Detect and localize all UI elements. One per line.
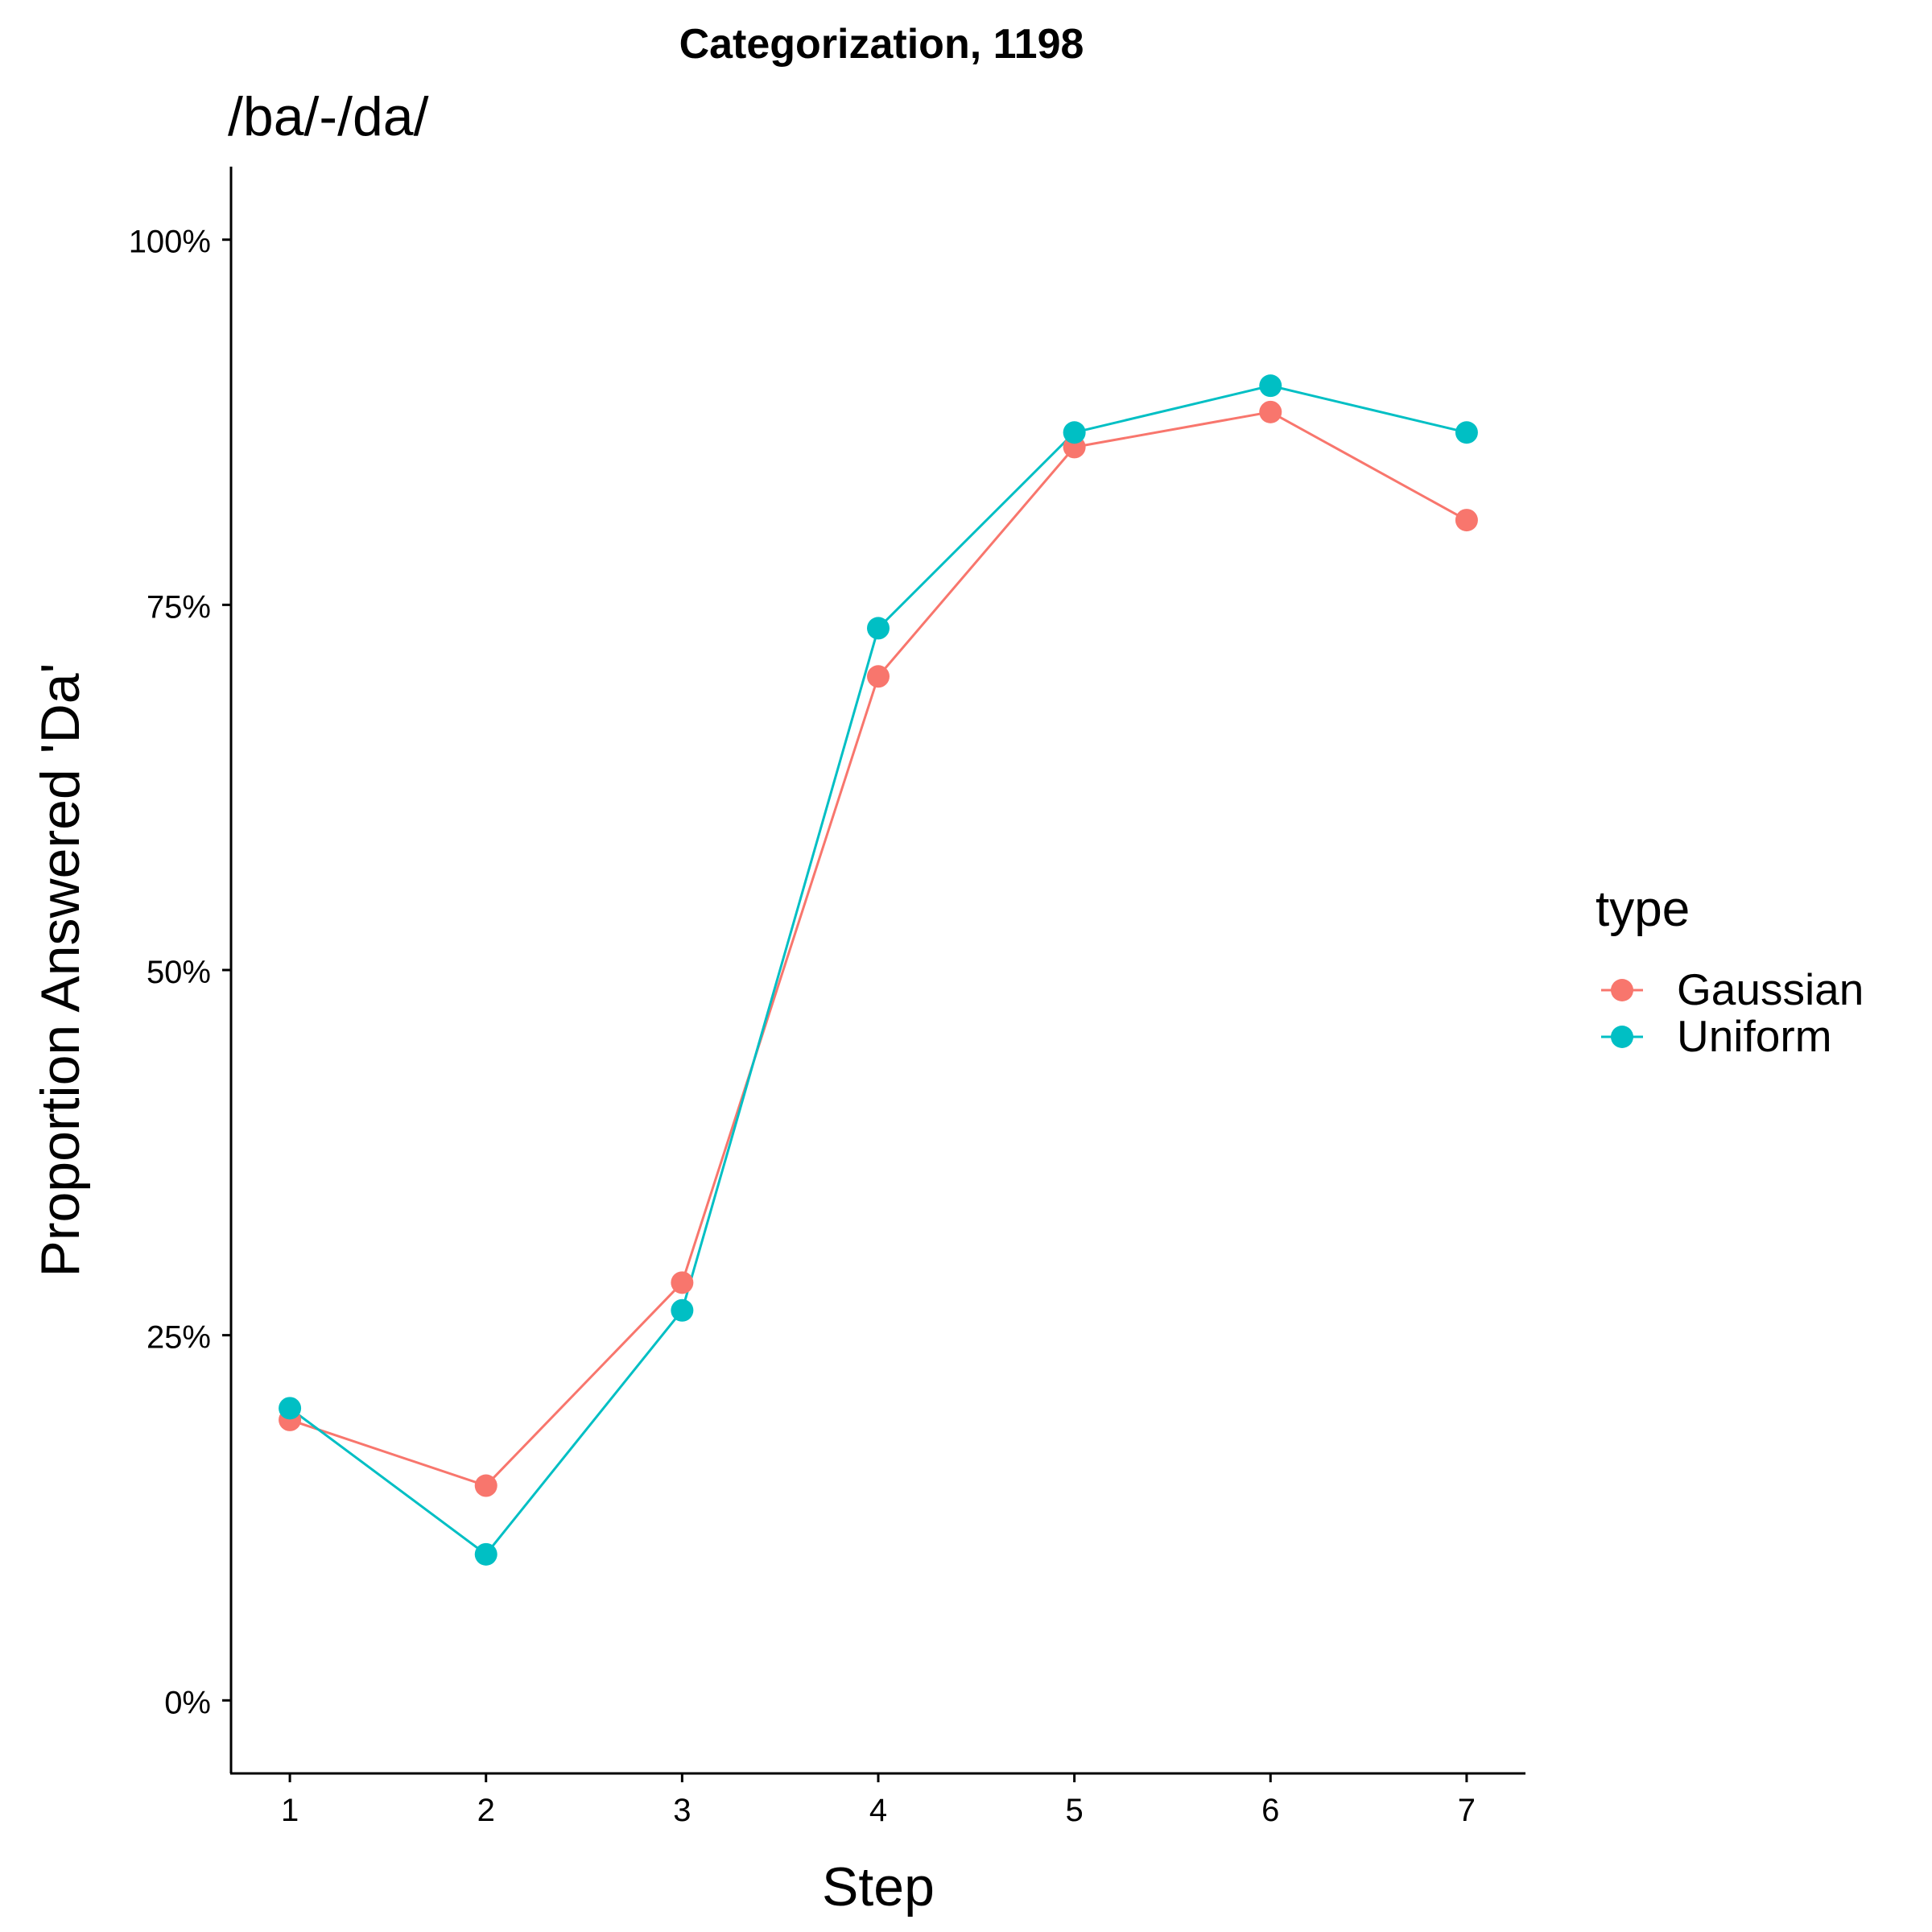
data-point-gaussian <box>671 1271 694 1294</box>
data-point-uniform <box>671 1298 694 1322</box>
data-point-uniform <box>1259 374 1282 398</box>
y-tick-label: 0% <box>164 1685 211 1720</box>
data-point-uniform <box>474 1542 497 1566</box>
data-point-uniform <box>867 617 890 640</box>
data-point-gaussian <box>1455 509 1478 532</box>
legend-label: Gaussian <box>1677 964 1864 1014</box>
series-layer <box>279 374 1478 1566</box>
chart-subtitle: /ba/-/da/ <box>228 86 429 147</box>
x-tick-label: 5 <box>1066 1793 1084 1828</box>
series-line-uniform <box>289 384 1468 1556</box>
data-point-uniform <box>1455 421 1478 444</box>
legend-label: Uniform <box>1677 1011 1832 1061</box>
chart-title: Categorization, 1198 <box>679 21 1084 68</box>
data-point-uniform <box>1063 421 1086 444</box>
x-tick-label: 3 <box>673 1793 691 1828</box>
y-ticks: 0% 25% 50% 75% 100% <box>129 225 231 1720</box>
y-axis-title: Proportion Answered 'Da' <box>30 663 91 1277</box>
data-point-gaussian <box>1259 400 1282 423</box>
y-tick-label: 25% <box>147 1320 211 1356</box>
x-tick-label: 7 <box>1458 1793 1476 1828</box>
x-axis-title: Step <box>822 1856 935 1918</box>
data-point-gaussian <box>867 665 890 688</box>
legend-title: type <box>1596 881 1690 937</box>
data-point-gaussian <box>474 1474 497 1497</box>
legend-key-point <box>1611 979 1633 1001</box>
y-tick-label: 50% <box>147 955 211 990</box>
legend-key-point <box>1611 1026 1633 1048</box>
series-line-gaussian <box>289 411 1468 1488</box>
x-ticks: 1 2 3 4 5 6 7 <box>281 1773 1476 1828</box>
y-tick-label: 75% <box>147 589 211 625</box>
data-point-uniform <box>279 1397 302 1420</box>
x-tick-label: 4 <box>869 1793 887 1828</box>
x-tick-label: 6 <box>1261 1793 1279 1828</box>
x-tick-label: 2 <box>477 1793 495 1828</box>
y-tick-label: 100% <box>129 225 211 260</box>
x-tick-label: 1 <box>281 1793 299 1828</box>
